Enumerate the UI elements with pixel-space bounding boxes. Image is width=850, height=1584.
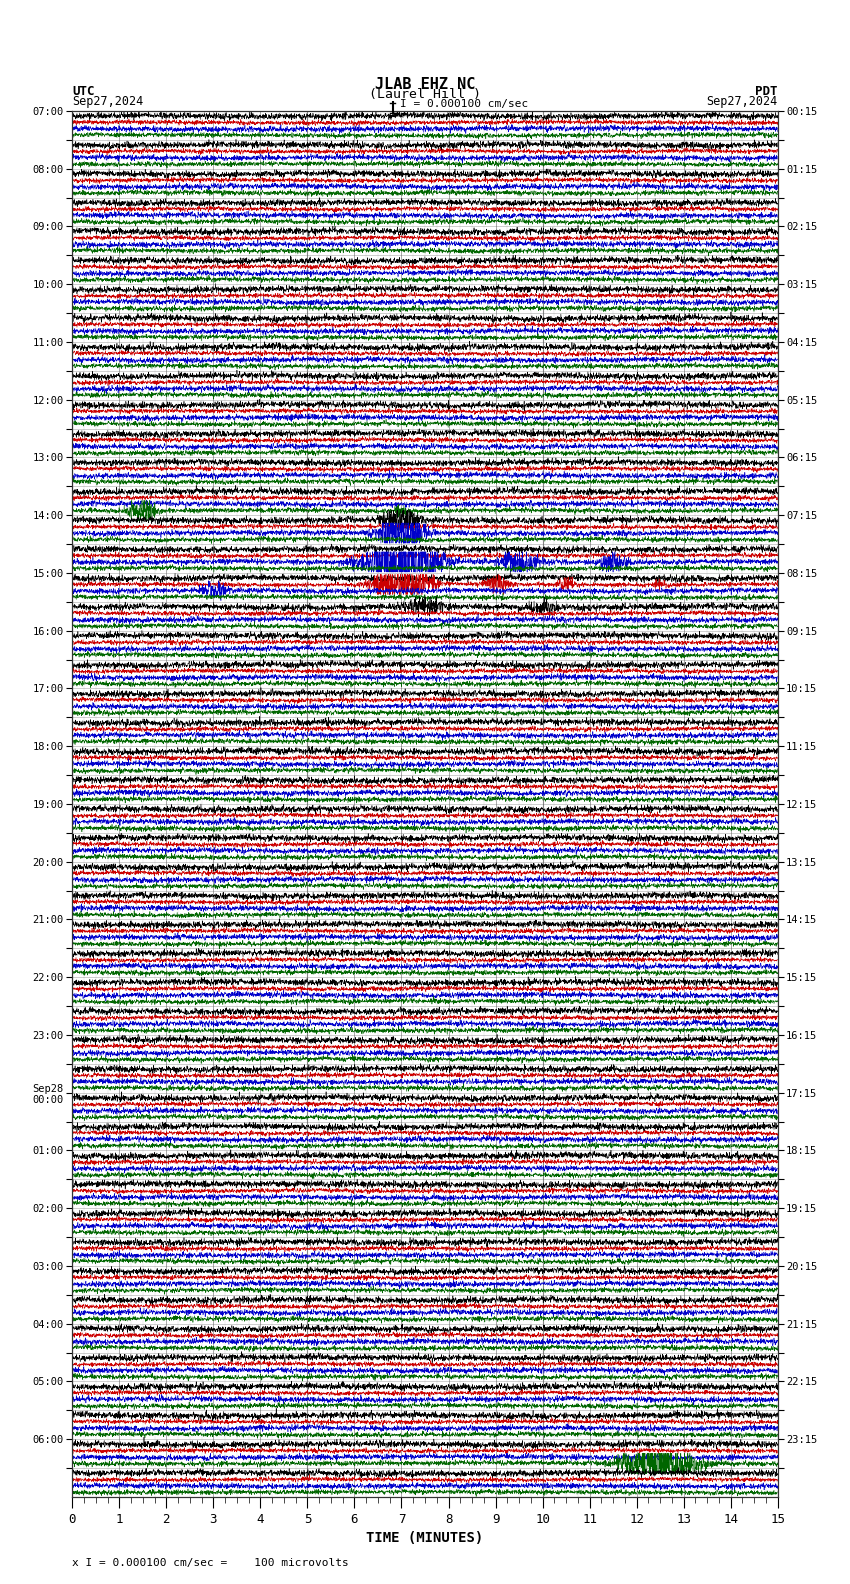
Text: (Laurel Hill ): (Laurel Hill )	[369, 89, 481, 101]
Text: x I = 0.000100 cm/sec =    100 microvolts: x I = 0.000100 cm/sec = 100 microvolts	[72, 1559, 349, 1568]
Text: Sep27,2024: Sep27,2024	[72, 95, 144, 108]
Text: I = 0.000100 cm/sec: I = 0.000100 cm/sec	[400, 100, 528, 109]
Text: UTC: UTC	[72, 86, 94, 98]
X-axis label: TIME (MINUTES): TIME (MINUTES)	[366, 1532, 484, 1546]
Text: Sep27,2024: Sep27,2024	[706, 95, 778, 108]
Text: JLAB EHZ NC: JLAB EHZ NC	[375, 78, 475, 92]
Text: PDT: PDT	[756, 86, 778, 98]
